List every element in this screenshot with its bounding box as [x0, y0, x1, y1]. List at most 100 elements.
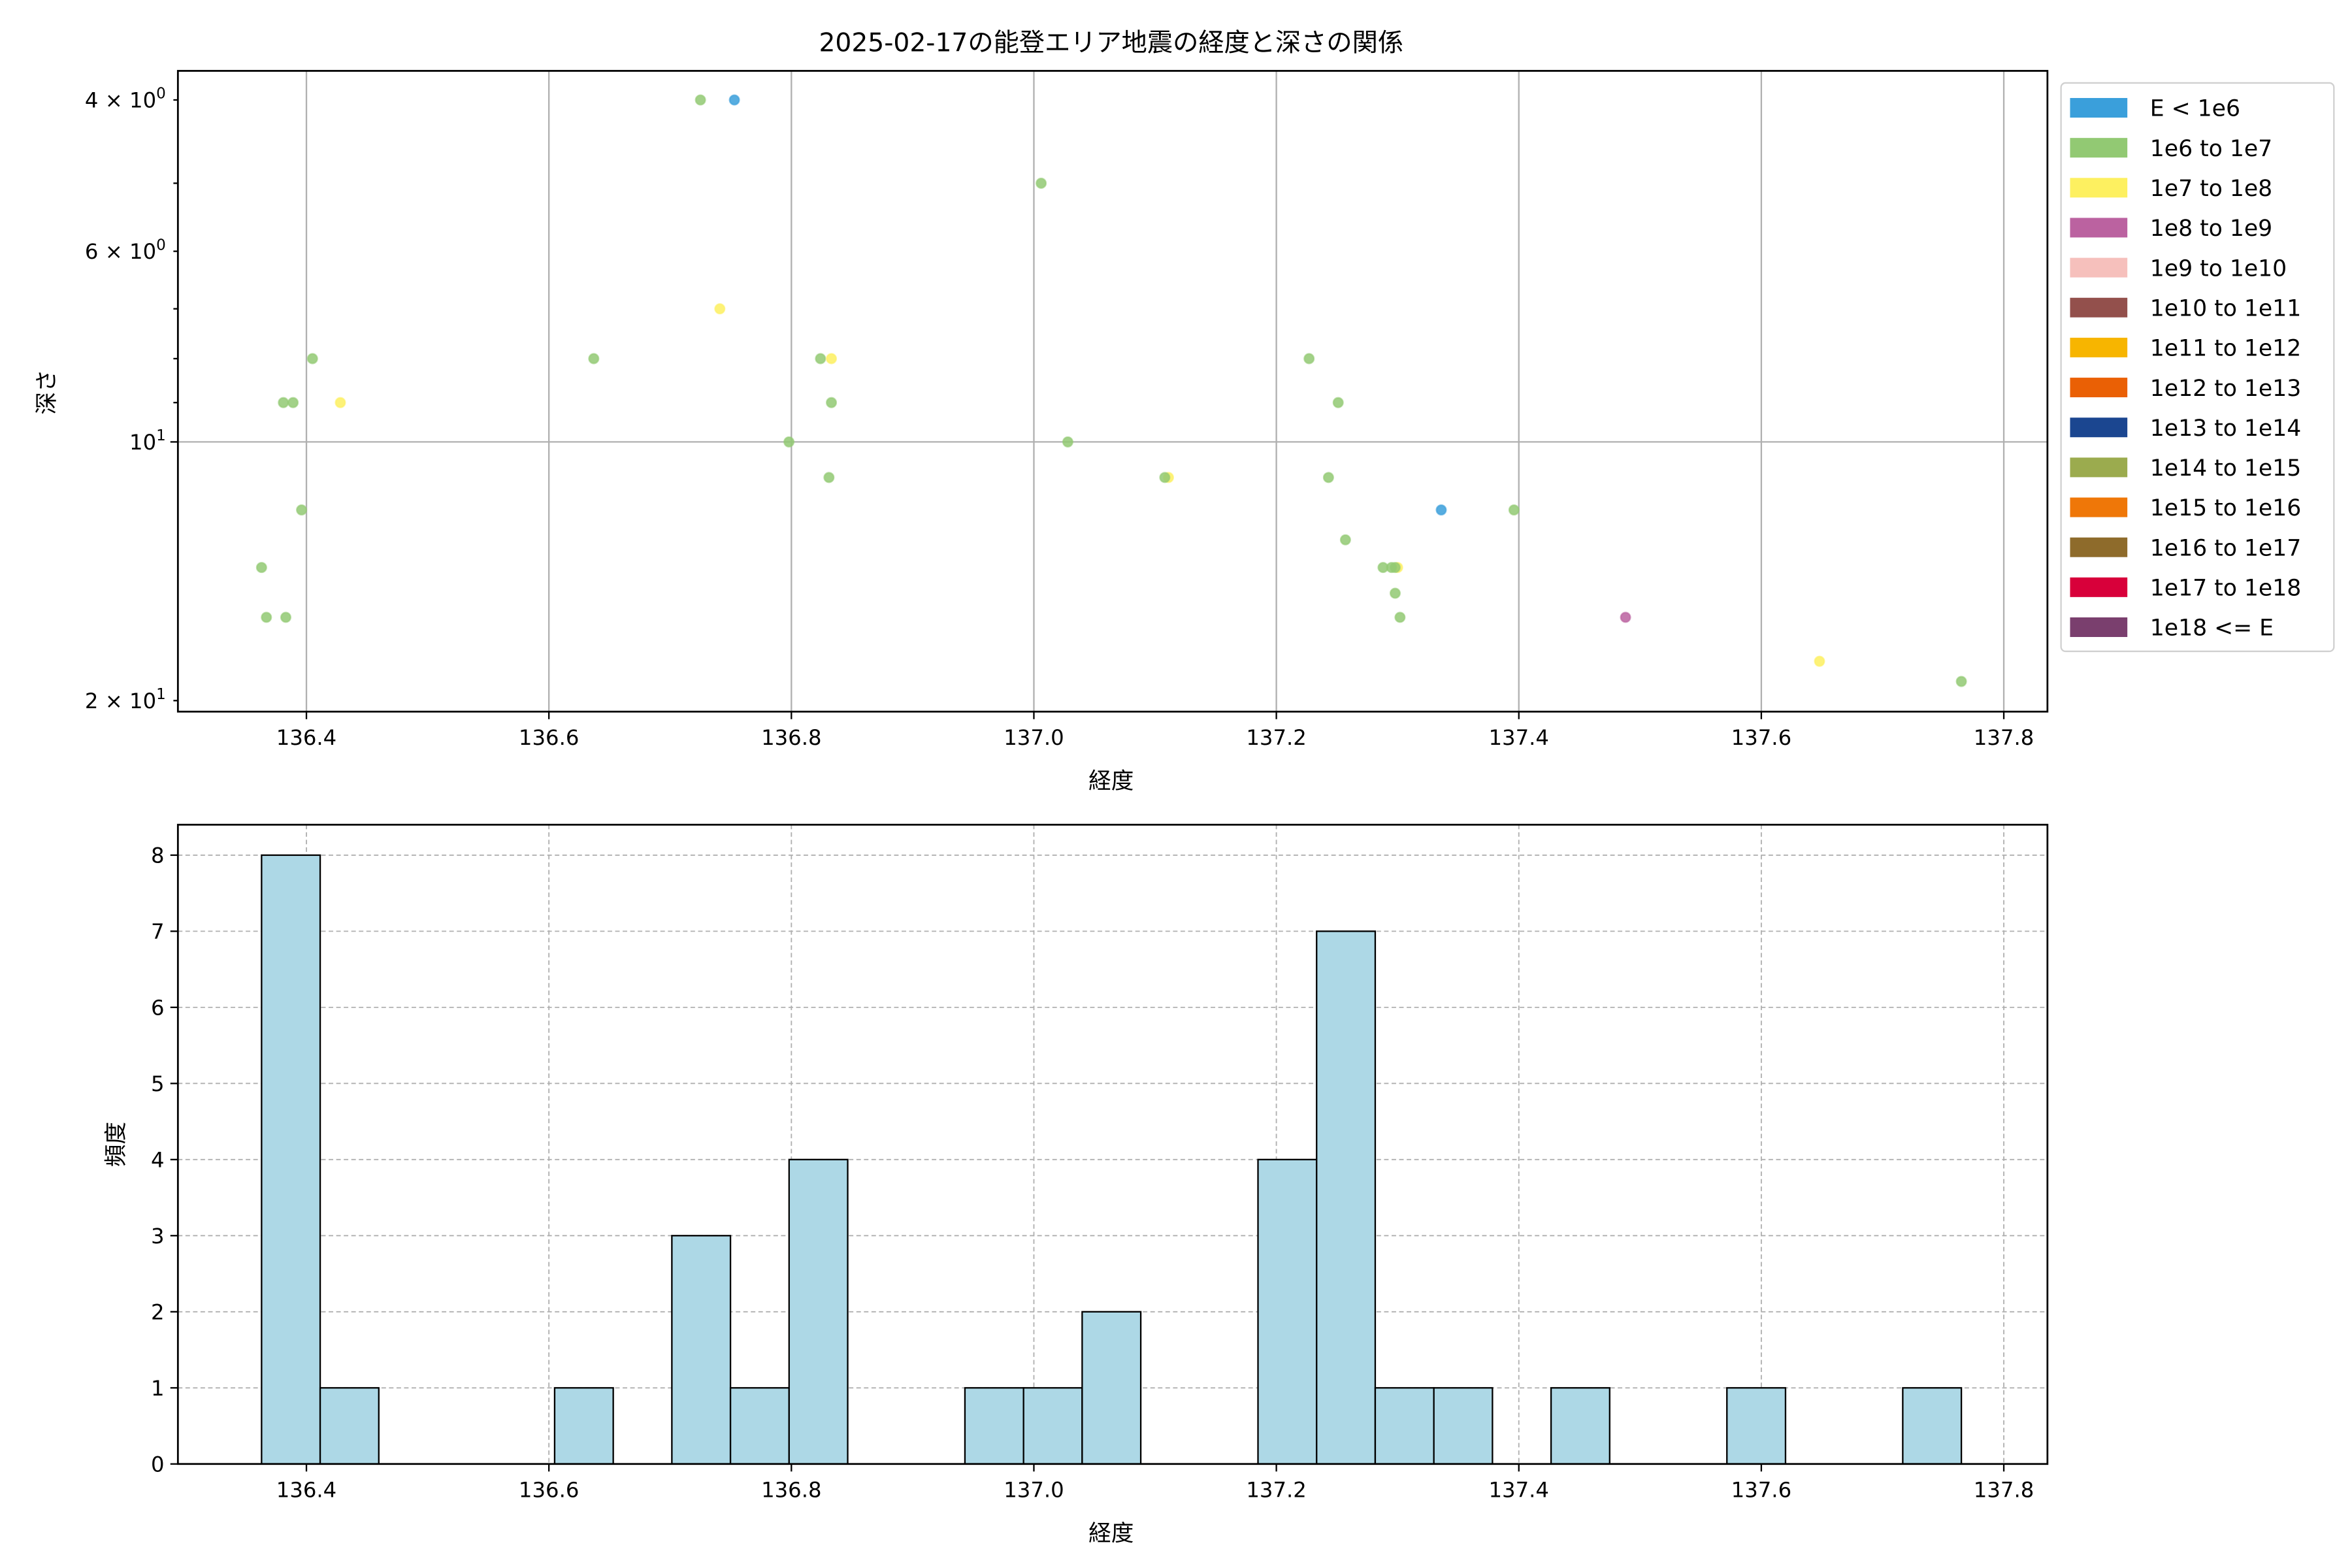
histogram-ytick-label: 2	[151, 1299, 165, 1324]
histogram-bar	[1550, 1387, 1610, 1465]
legend-frame	[2060, 82, 2335, 653]
legend-swatch	[2070, 417, 2128, 438]
legend-label: 1e18 <= E	[2150, 615, 2274, 642]
histogram-bar	[319, 1387, 380, 1465]
legend-label: 1e17 to 1e18	[2150, 576, 2301, 602]
scatter-point	[714, 303, 726, 315]
scatter-xtick-label: 137.2	[1246, 725, 1306, 750]
legend-swatch	[2070, 138, 2128, 158]
scatter-point	[296, 504, 308, 516]
scatter-point	[1389, 587, 1401, 599]
legend-swatch	[2070, 178, 2128, 198]
scatter-point	[261, 612, 272, 623]
histogram-ylabel: 頻度	[103, 1122, 129, 1167]
legend-label: 1e16 to 1e17	[2150, 535, 2301, 561]
histogram-ytick-label: 6	[151, 995, 165, 1020]
histogram-bar	[729, 1387, 790, 1465]
histogram-xtick-label: 137.4	[1489, 1478, 1549, 1503]
scatter-point	[588, 353, 600, 365]
scatter-point	[826, 353, 838, 365]
scatter-point	[1508, 504, 1520, 516]
scatter-xtick-label: 137.4	[1489, 725, 1549, 750]
histogram-ytick-label: 1	[151, 1376, 165, 1401]
histogram-bar	[1081, 1311, 1142, 1465]
histogram-ytick-label: 8	[151, 843, 165, 868]
scatter-point	[1062, 436, 1073, 448]
legend-label: E < 1e6	[2150, 96, 2240, 122]
histogram-bars	[261, 854, 1963, 1465]
scatter-ytick-label: 6 × 100	[85, 237, 166, 264]
histogram-xtick-label: 136.8	[761, 1478, 821, 1503]
legend-label: 1e14 to 1e15	[2150, 455, 2301, 482]
histogram-xtick-label: 136.6	[519, 1478, 579, 1503]
scatter-frame	[176, 70, 2049, 713]
legend-label: 1e11 to 1e12	[2150, 336, 2301, 362]
legend-swatch	[2070, 617, 2128, 637]
scatter-point	[1322, 472, 1334, 483]
histogram-bar	[1726, 1387, 1787, 1465]
scatter-ytick-label: 4 × 100	[85, 86, 166, 113]
scatter-point	[1814, 655, 1825, 667]
scatter-point	[306, 353, 318, 365]
histogram-ytick-label: 3	[151, 1224, 165, 1249]
legend: E < 1e6 1e6 to 1e7 1e7 to 1e8 1e8 to 1e9 1e9…	[2060, 82, 2335, 653]
legend-label: 1e10 to 1e11	[2150, 295, 2301, 321]
scatter-point	[280, 612, 292, 623]
legend-swatch	[2070, 378, 2128, 398]
scatter-point	[815, 353, 826, 365]
legend-label: 1e15 to 1e16	[2150, 495, 2301, 521]
scatter-point	[287, 397, 299, 408]
histogram-ytick-label: 7	[151, 919, 165, 944]
legend-swatch	[2070, 297, 2128, 318]
scatter-points	[255, 94, 1967, 687]
scatter-point	[1303, 353, 1315, 365]
scatter-grid	[178, 71, 2048, 712]
histogram-ticks: 136.4 136.6 136.8 137.0 137.2 137.4 137.6 137.8…	[151, 843, 2034, 1502]
scatter-point	[255, 562, 267, 574]
histogram-bar	[1022, 1387, 1083, 1465]
scatter-point	[1620, 612, 1631, 623]
histogram-bar	[1316, 930, 1377, 1465]
legend-label: 1e9 to 1e10	[2150, 255, 2287, 282]
scatter-point	[278, 397, 289, 408]
scatter-xtick-label: 136.6	[519, 725, 579, 750]
histogram-bar	[1374, 1387, 1435, 1465]
histogram-xtick-label: 136.4	[276, 1478, 336, 1503]
scatter-point	[335, 397, 346, 408]
legend-label: 1e13 to 1e14	[2150, 416, 2301, 442]
histogram-bar	[1257, 1158, 1318, 1465]
histogram-xtick-label: 137.2	[1246, 1478, 1306, 1503]
histogram-xlabel: 経度	[1088, 1520, 1134, 1546]
chart-title: 2025-02-17の能登エリア地震の経度と深さの関係	[819, 28, 1403, 57]
scatter-point	[1036, 177, 1047, 189]
legend-label: 1e8 to 1e9	[2150, 216, 2272, 242]
legend-label: 1e7 to 1e8	[2150, 176, 2272, 202]
scatter-ticks: 136.4 136.6 136.8 137.0 137.2 137.4 137.6 137.8…	[85, 86, 2034, 750]
histogram-bar	[1902, 1387, 1963, 1465]
legend-swatch	[2070, 218, 2128, 238]
scatter-axes: 136.4 136.6 136.8 137.0 137.2 137.4 137.6 137.8…	[34, 70, 2049, 794]
legend-label: 1e12 to 1e13	[2150, 376, 2301, 402]
histogram-bar	[1433, 1387, 1494, 1465]
histogram-xtick-label: 137.0	[1004, 1478, 1064, 1503]
scatter-point	[826, 397, 838, 408]
legend-swatch	[2070, 337, 2128, 357]
histogram-axes: 136.4 136.6 136.8 137.0 137.2 137.4 137.6 137.8…	[103, 823, 2049, 1546]
scatter-ylabel: 深さ	[34, 369, 60, 414]
histogram-bar	[671, 1235, 732, 1465]
histogram-ytick-label: 5	[151, 1071, 165, 1096]
legend-swatch	[2070, 257, 2128, 278]
scatter-point	[1339, 534, 1351, 546]
scatter-xlabel: 経度	[1088, 768, 1134, 794]
legend-swatch	[2070, 537, 2128, 557]
histogram-bar	[788, 1158, 849, 1465]
scatter-point	[1435, 504, 1447, 516]
histogram-xtick-label: 137.6	[1731, 1478, 1791, 1503]
scatter-point	[1955, 676, 1967, 687]
scatter-xtick-label: 137.0	[1004, 725, 1064, 750]
legend-label: 1e6 to 1e7	[2150, 136, 2272, 162]
scatter-xtick-label: 136.4	[276, 725, 336, 750]
legend-swatch	[2070, 457, 2128, 478]
legend-swatch	[2070, 577, 2128, 597]
